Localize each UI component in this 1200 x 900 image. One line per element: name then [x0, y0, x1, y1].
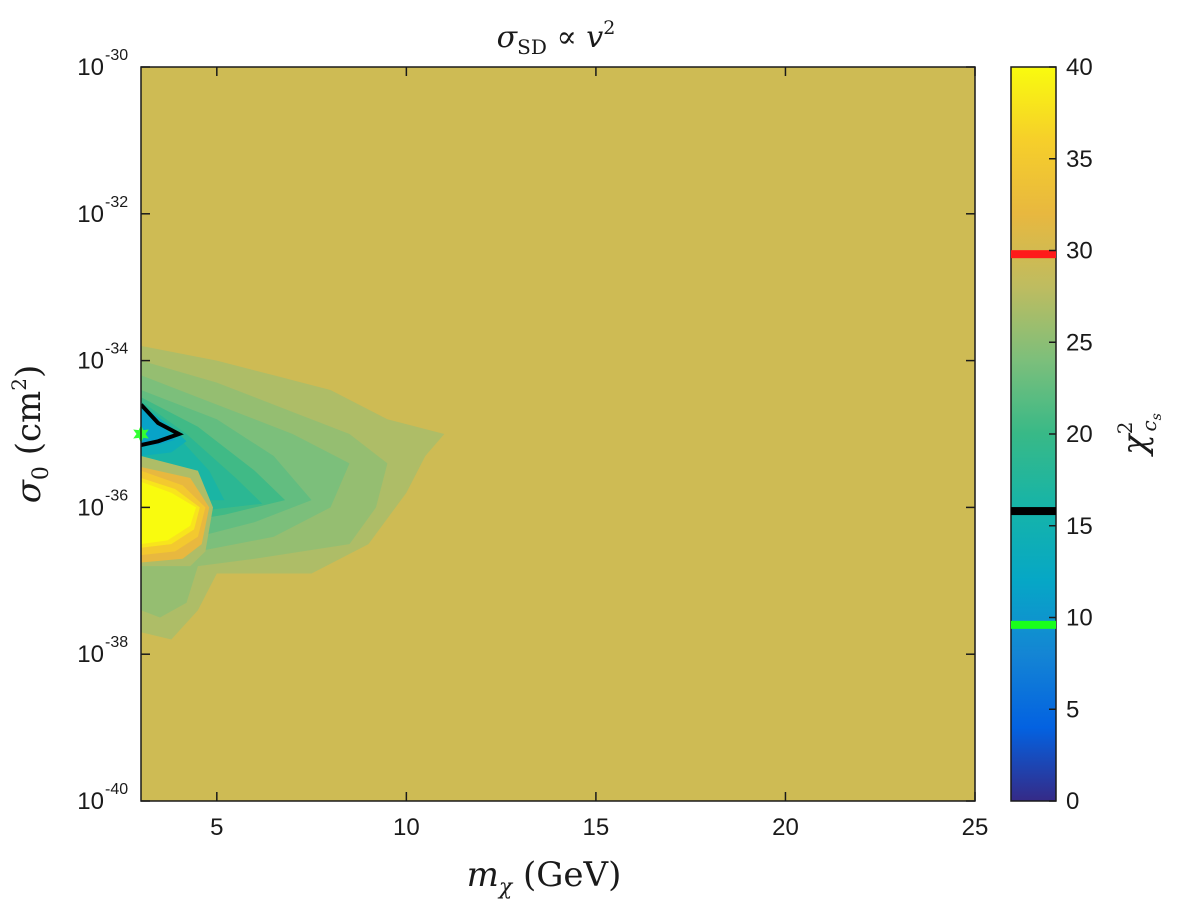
y-axis-label: σ0 (cm2) [7, 365, 54, 504]
y-tick-exponent: -30 [105, 47, 128, 64]
x-tick-label: 20 [772, 814, 799, 841]
xlabel-rest: (GeV) [512, 855, 621, 895]
cb-label-subsub: s [1149, 413, 1165, 420]
colorbar-marker [1011, 620, 1056, 629]
heatmap-region [141, 481, 196, 545]
colorbar-tick-label: 10 [1066, 605, 1093, 632]
colorbar-gradient [1010, 66, 1057, 802]
y-tick-exponent: -38 [105, 634, 128, 651]
y-tick-exponent: -32 [105, 194, 128, 211]
title-sub: SD [517, 35, 547, 59]
colorbar-tick-label: 5 [1066, 696, 1079, 723]
colorbar-tick-label: 25 [1066, 329, 1093, 356]
colorbar-markers [1011, 250, 1056, 629]
colorbar-tick-label: 35 [1066, 146, 1093, 173]
title-main: σ [497, 20, 519, 55]
y-tick-exponent: -36 [105, 487, 128, 504]
y-tick-label: 10 [77, 788, 104, 815]
x-tick-label: 5 [210, 814, 223, 841]
y-tick-exponent: -40 [105, 781, 128, 798]
colorbar: 0 5 10 15 20 25 30 35 40 χ2cs [1010, 54, 1165, 815]
ylabel-sub: 0 [29, 466, 54, 480]
y-tick-label: 10 [77, 348, 104, 375]
xlabel-main: m [467, 855, 499, 895]
ylabel-sup: 2 [7, 378, 31, 391]
x-axis-label: mχ (GeV) [467, 855, 622, 900]
x-tick-label: 10 [393, 814, 420, 841]
heatmap-region [141, 408, 176, 445]
ylabel-end: ) [9, 365, 49, 378]
contour-line [141, 403, 184, 447]
ylabel-rest: (cm [9, 391, 49, 466]
ylabel-main: σ [9, 479, 49, 503]
chart-title: σSD ∝ v2 [497, 17, 616, 59]
y-tick-label: 10 [77, 201, 104, 228]
cb-label-sub: c [1137, 420, 1161, 431]
y-tick-exponent: -34 [105, 341, 128, 358]
cb-label-main: χ [1115, 432, 1155, 457]
colorbar-tick-label: 0 [1066, 788, 1079, 815]
title-sup: 2 [603, 17, 615, 39]
colorbar-label: χ2cs [1113, 413, 1165, 457]
cb-label-sup: 2 [1113, 422, 1137, 435]
plot-frame [140, 66, 976, 802]
colorbar-ticks: 0 5 10 15 20 25 30 35 40 [1049, 54, 1093, 815]
colorbar-marker [1011, 507, 1056, 516]
y-tick-label: 10 [77, 641, 104, 668]
y-tick-label: 10 [77, 494, 104, 521]
colorbar-tick-label: 20 [1066, 421, 1093, 448]
title-rest: ∝ v [547, 20, 603, 55]
x-tick-label: 15 [583, 814, 610, 841]
colorbar-tick-label: 40 [1066, 54, 1093, 81]
x-axis-ticks: 5 10 15 20 25 [210, 67, 988, 841]
x-tick-label: 25 [962, 814, 989, 841]
colorbar-tick-label: 15 [1066, 513, 1093, 540]
xlabel-sub: χ [497, 875, 514, 900]
colorbar-marker [1011, 250, 1056, 259]
y-tick-label: 10 [77, 54, 104, 81]
colorbar-tick-label: 30 [1066, 238, 1093, 265]
